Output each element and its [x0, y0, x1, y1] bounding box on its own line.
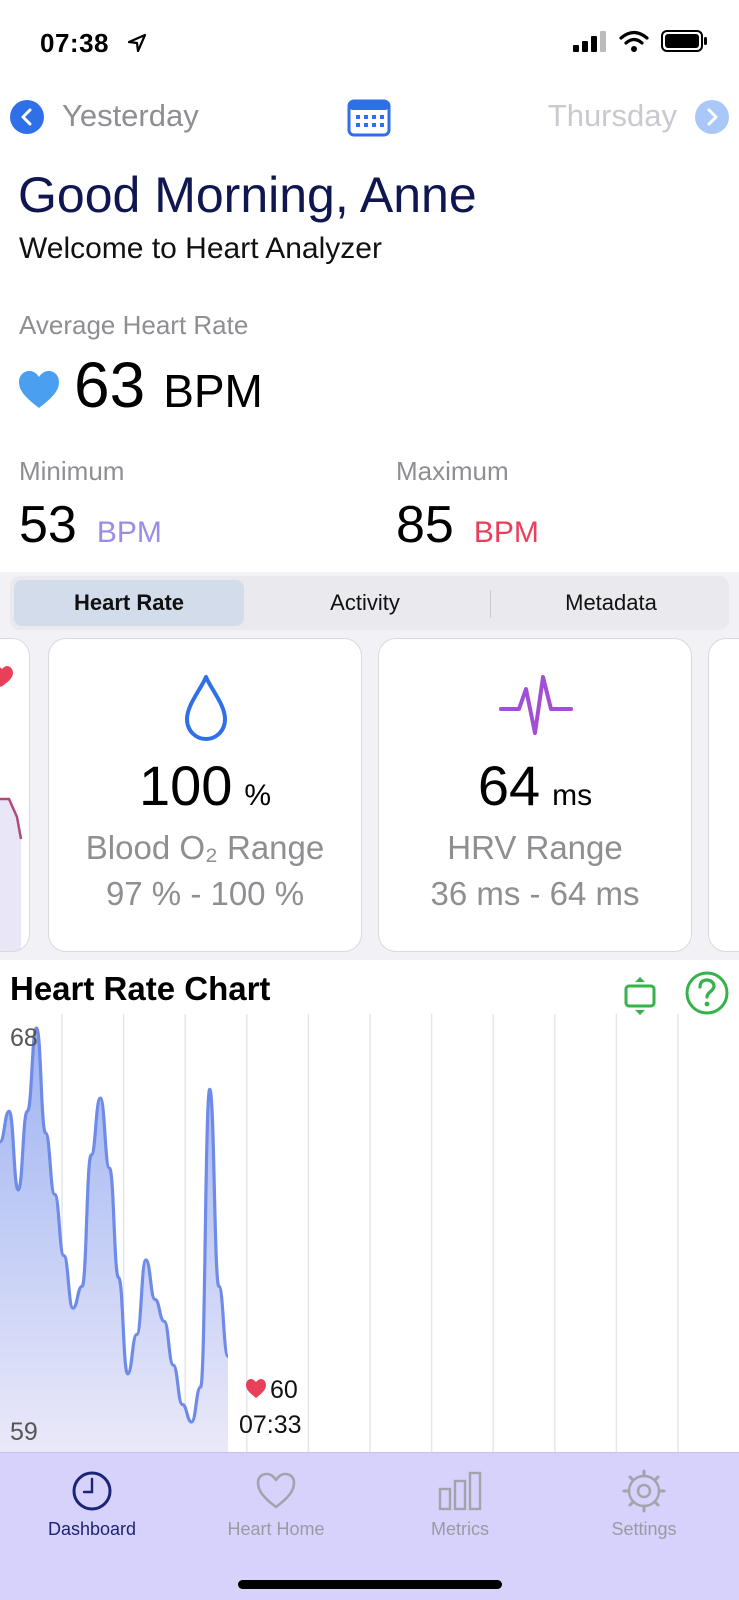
chevron-right-icon	[707, 108, 718, 126]
tab-dashboard[interactable]: Dashboard	[0, 1453, 184, 1553]
minimum-label: Minimum	[19, 456, 125, 486]
average-heart-rate-value: 63	[74, 349, 146, 421]
average-heart-rate-label: Average Heart Rate	[19, 310, 249, 340]
chart-grid	[61, 1014, 679, 1454]
tab-activity[interactable]: Activity	[330, 590, 400, 615]
home-indicator	[238, 1580, 502, 1589]
segment-divider	[490, 590, 491, 618]
chart-line	[0, 1026, 230, 1424]
day-navigation: Yesterday Thursday	[0, 96, 739, 140]
chart-title: Heart Rate Chart	[10, 970, 271, 1007]
previous-day-label[interactable]: Yesterday	[62, 98, 199, 133]
tab-metrics[interactable]: Metrics	[368, 1453, 552, 1553]
tab-metrics-label: Metrics	[431, 1519, 489, 1539]
tab-bar: Dashboard Heart Home Metrics Settings	[0, 1452, 739, 1600]
partial-card-left[interactable]	[0, 638, 30, 952]
gear-icon	[622, 1469, 666, 1513]
tab-dashboard-label: Dashboard	[47, 1519, 137, 1539]
chart-callout: 60 07:33	[239, 1376, 302, 1439]
status-time: 07:38	[40, 28, 109, 58]
bars-icon	[438, 1471, 482, 1511]
greeting-title: Good Morning, Anne	[18, 167, 477, 223]
hrv-card[interactable]: 64 ms HRV Range 36 ms - 64 ms	[378, 638, 692, 952]
blood-oxygen-unit: %	[244, 779, 272, 812]
minimum-unit: BPM	[96, 516, 162, 549]
y-tick-min: 59	[10, 1418, 38, 1446]
partial-card-right[interactable]	[708, 638, 739, 952]
clock-icon	[72, 1471, 112, 1511]
signal-icon	[573, 31, 606, 52]
minimum-block: Minimum 53 BPM	[19, 456, 162, 555]
drop-icon	[185, 675, 227, 741]
hrv-title: HRV Range	[447, 829, 623, 866]
wifi-icon	[619, 30, 649, 52]
maximum-unit: BPM	[473, 516, 539, 549]
heart-outline-icon	[256, 1472, 296, 1509]
next-day-button[interactable]	[695, 100, 729, 134]
battery-icon	[661, 30, 707, 52]
segmented-control: Heart Rate Activity Metadata	[10, 576, 729, 630]
blood-oxygen-range: 97 % - 100 %	[105, 875, 305, 912]
callout-time: 07:33	[239, 1411, 302, 1439]
blood-oxygen-title: Blood O₂ Range	[85, 829, 325, 866]
location-arrow-icon	[127, 33, 147, 53]
heart-icon	[19, 371, 59, 408]
average-heart-rate-unit: BPM	[163, 365, 263, 417]
heart-rate-chart[interactable]: 60 07:33	[0, 1014, 739, 1454]
minimum-value: 53	[19, 496, 77, 554]
tab-metadata[interactable]: Metadata	[565, 590, 657, 615]
tab-heart-home[interactable]: Heart Home	[184, 1453, 368, 1553]
help-icon[interactable]	[684, 970, 730, 1016]
tab-settings[interactable]: Settings	[552, 1453, 736, 1553]
status-icons	[573, 30, 709, 52]
next-day-label[interactable]: Thursday	[547, 98, 677, 133]
tab-settings-label: Settings	[611, 1519, 677, 1539]
callout-value: 60	[270, 1376, 298, 1404]
maximum-block: Maximum 85 BPM	[396, 456, 539, 555]
heart-icon	[0, 666, 23, 951]
maximum-label: Maximum	[396, 456, 509, 486]
fit-to-screen-icon[interactable]	[620, 976, 660, 1016]
blood-oxygen-card[interactable]: 100 % Blood O₂ Range 97 % - 100 %	[48, 638, 362, 952]
chevron-left-icon	[21, 108, 32, 126]
tab-heart-home-label: Heart Home	[227, 1519, 325, 1539]
y-tick-max: 68	[10, 1024, 38, 1052]
maximum-value: 85	[396, 496, 454, 554]
hrv-unit: ms	[552, 779, 593, 812]
blood-oxygen-value: 100	[138, 754, 233, 817]
calendar-icon[interactable]	[346, 96, 392, 138]
previous-day-button[interactable]	[10, 100, 44, 134]
waveform-icon	[499, 675, 573, 735]
hrv-value: 64	[477, 754, 541, 817]
tab-heart-rate[interactable]: Heart Rate	[14, 580, 244, 626]
average-heart-rate: 63 BPM	[18, 348, 263, 422]
hrv-range: 36 ms - 64 ms	[430, 875, 640, 912]
status-bar: 07:38	[0, 0, 739, 90]
greeting-subtitle: Welcome to Heart Analyzer	[19, 232, 382, 265]
callout-heart-icon	[246, 1379, 266, 1398]
